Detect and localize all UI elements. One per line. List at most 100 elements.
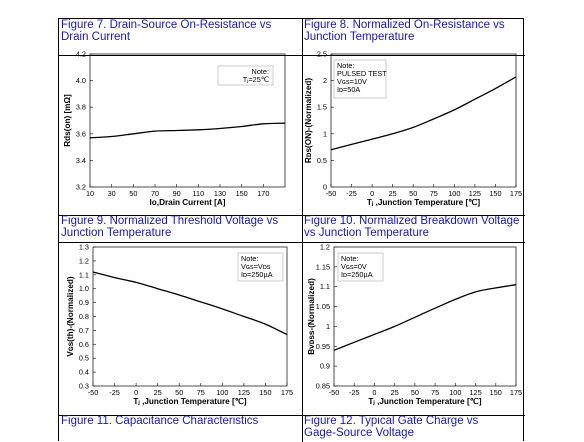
fig9-ytick-label: 1.0 (79, 284, 89, 293)
fig7-ylabel: Rds(on) [mΩ] (63, 94, 72, 147)
fig8-ytick-label: 1.5 (317, 103, 327, 112)
fig9-xtick-label: 25 (154, 388, 162, 397)
fig10-xtick-label: 50 (411, 388, 419, 397)
chart-fig8: 0 0.5 1 1.5 2 2.5 -50 -25 0 25 50 75 100 125 150 175 Tⱼ … (304, 50, 522, 208)
fig10-note-line: Note: (341, 254, 358, 263)
fig9-ytick-label: 1.3 (79, 243, 89, 252)
caption-fig8: Figure 8. Normalized On-Resistance vs Ju… (304, 19, 505, 43)
fig7-plot-frame (89, 53, 286, 188)
fig10-xtick-label: 25 (391, 388, 399, 397)
fig10-xtick-label: -25 (349, 388, 360, 397)
fig8-xtick-label: 175 (510, 189, 522, 198)
fig8-xtick-label: 150 (489, 189, 501, 198)
fig7-xtick-label: 170 (257, 189, 269, 198)
fig7-xtick-label: 110 (193, 189, 205, 198)
fig7-note-line: Tⱼ=25℃ (243, 75, 269, 84)
fig7-xtick-label: 90 (173, 189, 181, 198)
fig7-note-line: Note: (252, 67, 269, 76)
fig10-ytick-label: 0.85 (316, 382, 330, 391)
fig10-xtick-label: 100 (449, 388, 461, 397)
fig8-note-line: PULSED TEST (337, 69, 387, 78)
fig7-ytick-label: 4.0 (76, 76, 86, 85)
fig10-ytick-label: 0.95 (316, 342, 330, 351)
fig7-xtick-label: 150 (236, 189, 248, 198)
fig10-ytick-label: 1 (326, 322, 330, 331)
fig9-xtick-label: 0 (134, 388, 138, 397)
fig7-ytick-label: 3.4 (76, 156, 86, 165)
caption-fig7: Figure 7. Drain-Source On-Resistance vs … (61, 19, 272, 43)
fig9-ytick-label: 0.6 (79, 340, 89, 349)
fig7-ytick-label: 4.2 (76, 50, 86, 59)
caption-fig9: Figure 9. Normalized Threshold Voltage v… (61, 215, 279, 239)
fig7-ytick-label: 3.2 (76, 183, 86, 192)
fig9-ytick-label: 1.1 (79, 270, 89, 279)
fig10-ylabel: Bᴠᴅss-(Normalized) (307, 278, 316, 355)
fig8-note-box (333, 59, 387, 99)
row-divider-4 (59, 415, 525, 416)
datasheet-figure-grid (58, 18, 525, 442)
caption-fig11: Figure 11. Capacitance Characteristics (61, 415, 259, 427)
fig9-ytick-label: 0.8 (79, 312, 89, 321)
chart-fig10: 0.85 0.9 0.95 1 1.05 1.1 1.15 1.2 -50 -25 0 25 50 75 1… (307, 243, 522, 407)
chart-fig9: 0.3 0.4 0.5 0.6 0.7 0.8 0.9 1.0 1.1 1.2 1.3 -50 -25 0… (66, 243, 293, 407)
fig8-ytick-label: 2 (323, 76, 327, 85)
fig9-xtick-label: 175 (281, 388, 293, 397)
fig7-xtick-label: 130 (214, 189, 226, 198)
fig8-xtick-label: 75 (430, 189, 438, 198)
row-divider-3 (59, 242, 525, 243)
fig7-xtick-label: 10 (86, 189, 94, 198)
fig8-xtick-label: 100 (448, 189, 460, 198)
fig9-ylabel: Vɢs(th)-(Normalized) (66, 276, 75, 357)
fig10-ytick-label: 1.05 (316, 302, 330, 311)
fig10-xtick-label: 0 (372, 388, 376, 397)
fig9-note-line: Iᴅ=250µA (241, 270, 273, 279)
fig8-note-line: Note: (337, 61, 354, 70)
fig9-series-line (92, 271, 288, 336)
fig9-note-line: Note: (241, 254, 258, 263)
fig9-xlabel: Tⱼ ,Junction Temperature [℃] (133, 397, 247, 406)
fig9-xtick-label: -50 (88, 388, 99, 397)
caption-fig12: Figure 12. Typical Gate Charge vs Gage-S… (304, 415, 479, 439)
fig8-note-line: Iᴅ=50A (337, 85, 360, 94)
fig10-note-line: Vɢs=0V (341, 262, 367, 271)
fig8-plot-frame (330, 53, 517, 188)
fig10-ytick-label: 0.9 (320, 362, 330, 371)
fig9-ytick-label: 0.3 (79, 382, 89, 391)
fig8-xtick-label: -50 (326, 189, 337, 198)
column-divider (302, 19, 303, 442)
fig10-xtick-label: 150 (490, 388, 502, 397)
fig10-note-line: Iᴅ=250µA (341, 270, 373, 279)
fig10-plot-frame (333, 246, 517, 387)
fig8-xlabel: Tⱼ ,Junction Temperature [℃] (367, 198, 481, 207)
fig9-ytick-label: 0.9 (79, 298, 89, 307)
fig10-ytick-label: 1.15 (316, 262, 330, 271)
fig8-xtick-label: 125 (469, 189, 481, 198)
fig7-ytick-label: 3.6 (76, 129, 86, 138)
row-divider-1 (59, 55, 525, 56)
fig9-note-line: Vɢs=Vᴅs (241, 262, 271, 271)
fig7-ytick-label: 3.8 (76, 103, 86, 112)
fig7-series-line (89, 122, 286, 139)
fig9-xtick-label: 50 (175, 388, 183, 397)
fig8-ytick-label: 1 (323, 129, 327, 138)
fig9-xtick-label: -25 (109, 388, 120, 397)
fig9-ytick-label: 0.7 (79, 326, 89, 335)
fig8-xtick-label: 0 (370, 189, 374, 198)
fig9-xtick-label: 75 (197, 388, 205, 397)
fig8-ytick-label: 2.5 (317, 50, 327, 59)
fig7-xlabel: Io,Drain Current [A] (150, 198, 226, 207)
fig7-xtick-label: 50 (129, 189, 137, 198)
fig9-ytick-label: 1.2 (79, 256, 89, 265)
fig9-xtick-label: 125 (238, 388, 250, 397)
fig10-ytick-label: 1.2 (320, 243, 330, 252)
fig8-xtick-label: -25 (346, 189, 357, 198)
row-divider-2 (59, 215, 525, 216)
fig9-xtick-label: 100 (216, 388, 228, 397)
fig8-ylabel: Rᴅs(ON)-(Normalized) (304, 78, 313, 163)
fig9-ytick-label: 0.5 (79, 354, 89, 363)
fig10-xlabel: Tⱼ ,Junction Temperature [℃] (368, 397, 482, 406)
fig10-series-line (333, 284, 517, 351)
fig9-note-box (237, 252, 284, 282)
fig10-xtick-label: -50 (329, 388, 340, 397)
